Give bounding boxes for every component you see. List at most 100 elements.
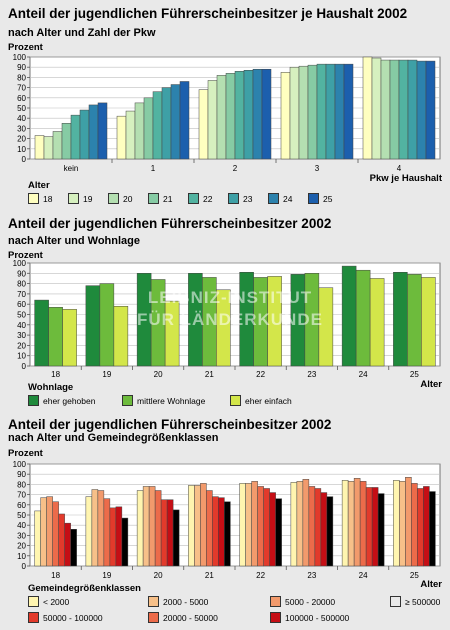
chart3-ytick-label: 70 <box>17 491 26 500</box>
chart1-bar <box>307 64 318 160</box>
chart1-xtick-label: kein <box>64 164 79 173</box>
chart3-ylabel: Prozent <box>8 448 43 459</box>
chart2-bar <box>341 265 357 367</box>
chart1-ytick-label: 90 <box>17 63 26 72</box>
chart1-legend-swatch <box>228 193 239 204</box>
chart3-legend-swatch <box>148 612 159 623</box>
chart3-xaxis-title: Alter <box>420 579 442 590</box>
chart3-bar <box>245 483 252 567</box>
chart3-bar <box>417 488 424 567</box>
chart3-bar <box>194 485 201 567</box>
chart3-bar <box>154 490 162 567</box>
chart3-bar <box>64 522 71 567</box>
chart3-bar <box>121 517 129 567</box>
chart1-legend-swatch <box>268 193 279 204</box>
chart2-xtick-label: 22 <box>256 370 265 379</box>
chart2-bar <box>202 277 217 367</box>
chart2-legend-swatch <box>230 395 241 406</box>
chart1-ytick-label: 40 <box>17 114 26 123</box>
chart3-bar <box>206 490 213 567</box>
chart2-bar <box>239 272 254 367</box>
chart3-bar <box>160 499 168 567</box>
chart2-ytick-label: 40 <box>17 321 26 330</box>
chart1-ylabel: Prozent <box>8 42 43 53</box>
chart1-legend-item: 25 <box>308 193 332 204</box>
chart1-legend-label: 23 <box>243 193 253 204</box>
chart3-bar <box>326 496 334 567</box>
chart2-ytick-label: 80 <box>17 280 26 289</box>
chart3-legend-swatch <box>390 596 401 607</box>
chart2-ytick-label: 30 <box>17 331 26 340</box>
chart2-xaxis-title: Alter <box>420 379 442 390</box>
chart1-bar <box>316 63 327 160</box>
chart3-bar <box>251 481 258 567</box>
chart3-bar <box>405 477 412 567</box>
chart3-bar <box>341 480 349 567</box>
chart3-bar <box>148 486 156 567</box>
chart1-legend-item: 24 <box>268 193 292 204</box>
chart2-xtick-label: 25 <box>410 370 419 379</box>
chart1-bar <box>252 68 263 160</box>
chart2-bar <box>150 279 166 367</box>
chart2-ytick-label: 0 <box>22 362 27 371</box>
chart3-bar <box>269 492 276 567</box>
chart1-bar <box>362 56 373 160</box>
chart1-bar <box>398 59 409 160</box>
chart3-legend-item: 50000 - 100000 <box>28 612 103 623</box>
chart1-legend-swatch <box>108 193 119 204</box>
chart3-bar <box>290 482 298 567</box>
chart1-bar <box>243 70 254 160</box>
chart1-bar <box>116 115 127 160</box>
chart1-bar <box>380 59 391 160</box>
chart3-bar <box>347 481 355 567</box>
chart2-xtick-label: 18 <box>51 370 60 379</box>
chart2-bar <box>421 277 436 367</box>
chart1-ytick-label: 30 <box>17 124 26 133</box>
chart1-legend-swatch <box>148 193 159 204</box>
chart3-ytick-label: 40 <box>17 521 26 530</box>
chart3-ytick-label: 60 <box>17 501 26 510</box>
chart1-ytick-label: 0 <box>22 155 27 164</box>
chart1-ytick-label: 10 <box>17 145 26 154</box>
chart1-legend-label: 21 <box>163 193 173 204</box>
chart3-bar <box>263 488 270 567</box>
chart2-bar <box>216 289 231 367</box>
chart3-subtitle: nach Alter und Gemeindegrößenklassen <box>8 432 219 444</box>
chart2-bar <box>136 273 152 367</box>
chart1-xtick-label: 1 <box>151 164 156 173</box>
chart1-bar <box>125 110 136 160</box>
chart3-xtick-label: 24 <box>359 571 368 580</box>
chart1-bar <box>280 72 291 160</box>
chart3-xtick-label: 19 <box>102 571 111 580</box>
chart3-xtick-label: 18 <box>51 571 60 580</box>
chart1-bar <box>170 84 181 160</box>
chart3-bar <box>218 497 225 567</box>
chart1-ytick-label: 70 <box>17 84 26 93</box>
chart3-ytick-label: 80 <box>17 480 26 489</box>
chart3-ytick-label: 30 <box>17 531 26 540</box>
chart3-bar <box>91 489 99 567</box>
chart1-legend-swatch <box>188 193 199 204</box>
chart1-bar <box>61 123 72 160</box>
chart2-bar <box>188 273 203 367</box>
chart2-bar <box>407 274 422 367</box>
chart3-legend-title: Gemeindegrößenklassen <box>28 583 141 594</box>
chart3-bar <box>40 497 47 567</box>
chart1-legend-label: 25 <box>323 193 333 204</box>
chart1-legend-item: 22 <box>188 193 212 204</box>
chart2-bar <box>85 285 101 367</box>
chart3-ytick-label: 50 <box>17 511 26 520</box>
chart3-bar <box>70 529 77 567</box>
chart3-legend-label: ≥ 500000 <box>405 596 441 607</box>
chart1-bar <box>371 57 382 160</box>
chart1-bar <box>334 63 345 160</box>
chart1-legend-label: 24 <box>283 193 293 204</box>
chart2-bar <box>253 277 268 367</box>
chart3-bar <box>411 483 418 567</box>
chart1-ytick-label: 60 <box>17 94 26 103</box>
chart3-bar <box>302 479 310 567</box>
chart1-bar <box>70 114 81 160</box>
